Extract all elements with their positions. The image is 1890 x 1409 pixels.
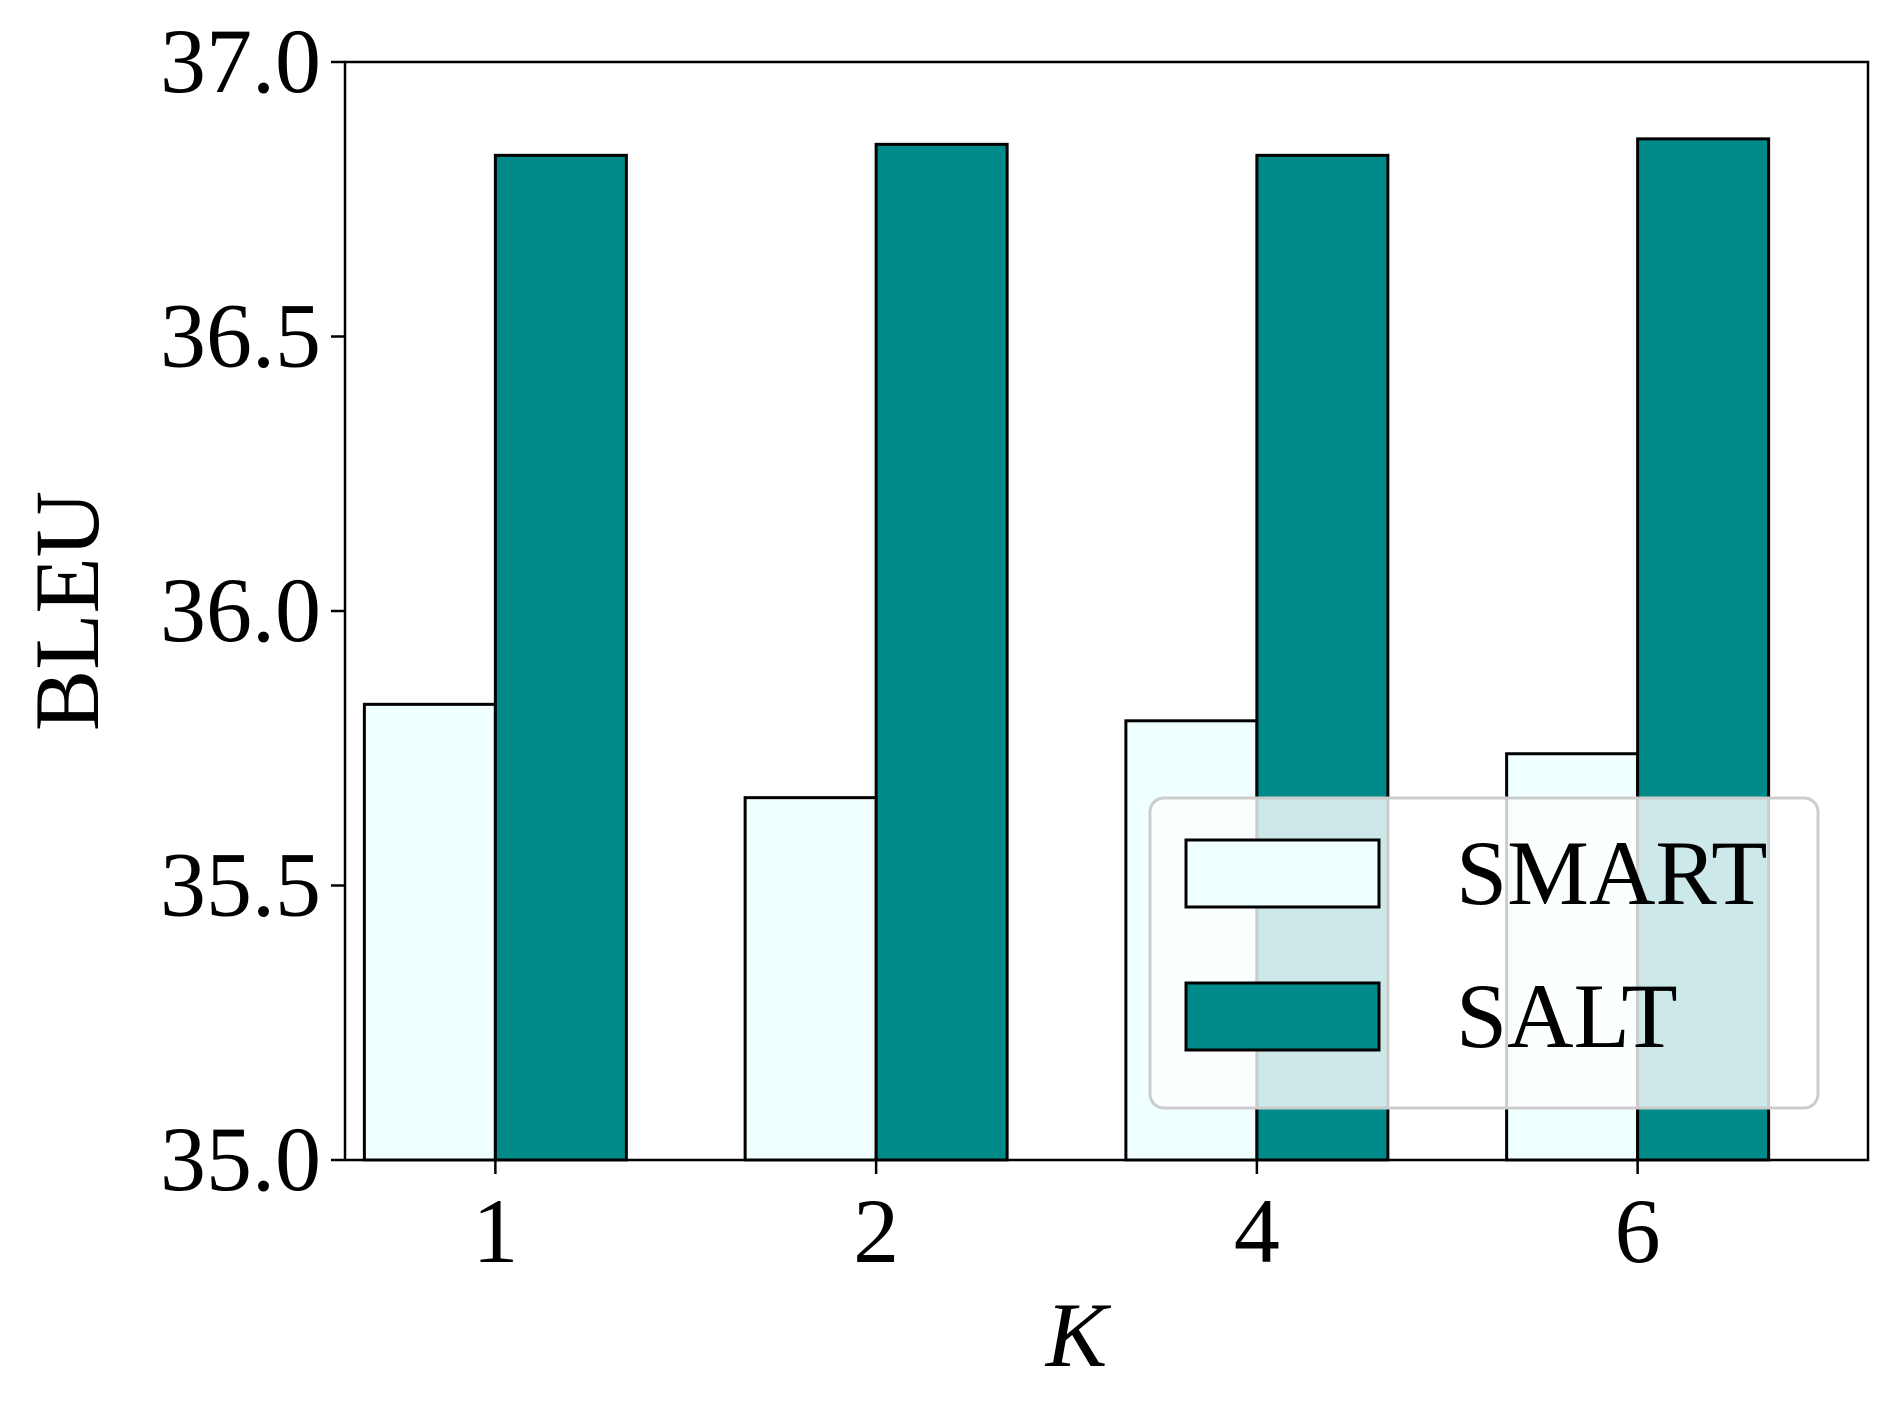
x-tick-label: 4	[1234, 1180, 1280, 1282]
y-axis-ticks: 35.0 35.5 36.0 36.5 37.0	[160, 10, 345, 1210]
x-tick-label: 2	[853, 1180, 899, 1282]
x-tick-label: 1	[472, 1180, 518, 1282]
bar-smart-1	[362, 702, 497, 1162]
legend: SMART SALT	[1148, 796, 1820, 1110]
legend-label-salt: SALT	[1456, 965, 1678, 1067]
y-tick-label: 35.0	[160, 1108, 321, 1210]
legend-swatch-salt	[1184, 981, 1381, 1052]
y-tick-label: 37.0	[160, 10, 321, 112]
y-tick-label: 36.5	[160, 285, 321, 387]
legend-swatch-smart	[1184, 838, 1381, 909]
y-tick-label: 36.0	[160, 559, 321, 661]
x-tick-label: 6	[1615, 1180, 1661, 1282]
bar-salt-2	[874, 142, 1009, 1162]
y-tick-label: 35.5	[160, 834, 321, 936]
x-axis-label: K	[1044, 1284, 1112, 1386]
x-axis-ticks: 1 2 4 6	[472, 1160, 1661, 1282]
bar-salt-1	[493, 153, 628, 1162]
bar-smart-2	[743, 796, 878, 1162]
y-axis-label: BLEU	[16, 491, 118, 731]
legend-label-smart: SMART	[1456, 822, 1767, 924]
